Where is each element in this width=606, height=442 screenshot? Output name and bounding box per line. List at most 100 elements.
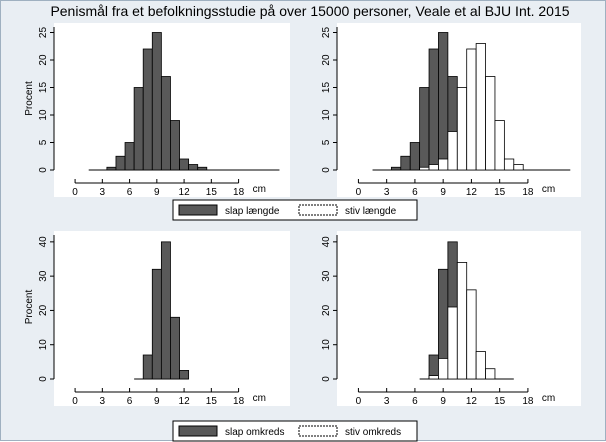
bar [513, 164, 524, 171]
y-tick-label: 40 [38, 236, 49, 248]
figure-title: Penismål fra et befolkningsstudie på ove… [50, 3, 569, 19]
y-tick-label: 10 [321, 109, 332, 121]
y-tick-label: 40 [321, 236, 332, 248]
legend-label: slap omkreds [225, 427, 284, 438]
y-tick-label: 10 [38, 339, 49, 351]
bar [428, 164, 439, 171]
x-tick-label: 9 [154, 187, 160, 198]
chart-bottom-right: 0 10 20 30 40 0 3 6 9 12 15 18 cm [321, 231, 581, 407]
y-tick-label: 0 [38, 376, 49, 382]
legend-swatch [298, 204, 338, 216]
bar [106, 166, 117, 171]
bar [151, 268, 162, 380]
x-axis-title: cm [253, 393, 266, 404]
y-tick-label: 5 [321, 139, 332, 145]
x-tick-label: 9 [154, 396, 160, 407]
legend-swatch [298, 425, 338, 437]
x-tick-label: 15 [494, 187, 506, 198]
bar [475, 351, 486, 380]
legend-box [172, 199, 418, 221]
bar [188, 164, 199, 171]
bar [485, 368, 496, 380]
bar [456, 87, 468, 171]
x-tick-label: 18 [233, 396, 245, 407]
legend-swatch [178, 425, 218, 437]
bar [142, 48, 153, 171]
bar [466, 48, 477, 171]
bar [447, 131, 458, 171]
bar [151, 32, 162, 171]
x-tick-label: 6 [412, 187, 418, 198]
y-tick-label: 5 [38, 139, 49, 145]
y-tick-label: 30 [38, 270, 49, 282]
x-tick-label: 12 [466, 187, 478, 198]
x-tick-label: 12 [466, 396, 478, 407]
x-tick-label: 12 [179, 396, 191, 407]
y-tick-label: 25 [321, 27, 332, 39]
bar [115, 155, 126, 171]
x-tick-label: 3 [100, 187, 106, 198]
bar [456, 262, 468, 380]
x-tick-label: 15 [206, 396, 218, 407]
bar [438, 358, 449, 380]
x-axis-title: cm [542, 393, 555, 404]
bar [419, 166, 430, 171]
legend-swatch [178, 204, 218, 216]
y-axis-title: Procent [24, 81, 35, 116]
bar [197, 166, 208, 171]
y-tick-label: 25 [38, 27, 49, 39]
y-tick-label: 20 [321, 54, 332, 66]
x-tick-label: 18 [522, 396, 534, 407]
x-tick-label: 3 [384, 396, 390, 407]
x-tick-label: 6 [412, 396, 418, 407]
y-tick-label: 0 [321, 167, 332, 173]
bar [409, 142, 421, 171]
bar [400, 155, 411, 171]
legend-length: slap længde stiv længde [172, 199, 418, 221]
bar [447, 306, 458, 380]
bar [390, 166, 402, 171]
bar [160, 241, 171, 380]
y-tick-label: 30 [321, 270, 332, 282]
bar [179, 158, 190, 171]
bar [428, 375, 439, 380]
y-tick-label: 20 [321, 304, 332, 316]
bar [133, 87, 144, 171]
x-axis-title: cm [542, 184, 555, 195]
x-tick-label: 0 [356, 187, 362, 198]
y-tick-label: 10 [321, 339, 332, 351]
y-tick-label: 0 [321, 376, 332, 382]
x-axis-title: cm [253, 184, 266, 195]
bar [466, 289, 477, 380]
chart-top-right: 0 5 10 15 20 25 0 3 6 9 12 15 18 cm [321, 23, 581, 198]
y-tick-label: 0 [38, 167, 49, 173]
y-axis-title: Procent [24, 290, 35, 325]
legend-label: stiv længde [345, 206, 397, 217]
bar [142, 354, 153, 380]
bar [124, 142, 135, 171]
y-tick-label: 15 [321, 82, 332, 94]
x-tick-label: 0 [72, 396, 78, 407]
x-tick-label: 15 [206, 187, 218, 198]
x-tick-label: 18 [233, 187, 245, 198]
x-tick-label: 0 [72, 187, 78, 198]
y-tick-label: 20 [38, 304, 49, 316]
bar [503, 158, 515, 171]
bar [179, 370, 190, 380]
bar [160, 76, 171, 171]
bar [170, 120, 180, 171]
legend-girth: slap omkreds stiv omkreds [172, 420, 418, 442]
y-tick-label: 20 [38, 54, 49, 66]
x-tick-label: 18 [522, 187, 534, 198]
x-tick-label: 0 [356, 396, 362, 407]
chart-bottom-left: 0 10 20 30 40 Procent 0 3 6 9 12 15 18 cm [24, 231, 290, 407]
bar [475, 43, 486, 171]
legend-label: slap længde [225, 206, 280, 217]
x-tick-label: 9 [440, 187, 446, 198]
bar [419, 87, 430, 171]
x-tick-label: 9 [440, 396, 446, 407]
legend-label: stiv omkreds [345, 427, 401, 438]
bar [428, 48, 439, 171]
chart-top-left: 0 5 10 15 20 25 Procent 0 3 6 9 12 15 18 cm [24, 23, 290, 198]
